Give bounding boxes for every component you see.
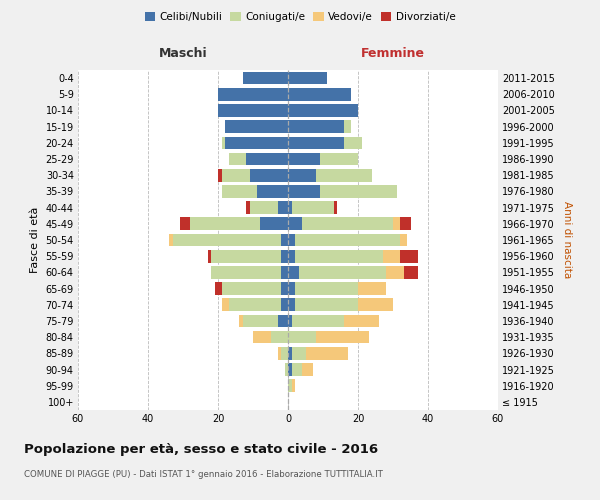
Bar — [316, 331, 368, 344]
Y-axis label: Fasce di età: Fasce di età — [30, 207, 40, 273]
Bar — [229, 152, 246, 166]
Bar — [292, 347, 305, 360]
Bar — [229, 298, 281, 311]
Bar — [250, 169, 288, 181]
Bar — [344, 136, 361, 149]
Bar — [292, 363, 302, 376]
Bar — [292, 380, 295, 392]
Bar — [218, 169, 221, 181]
Bar — [295, 250, 383, 262]
Bar — [246, 202, 250, 214]
Bar — [288, 218, 302, 230]
Bar — [218, 104, 288, 117]
Bar — [288, 298, 295, 311]
Bar — [221, 298, 229, 311]
Bar — [225, 136, 288, 149]
Bar — [288, 104, 358, 117]
Bar — [334, 202, 337, 214]
Legend: Celibi/Nubili, Coniugati/e, Vedovi/e, Divorziati/e: Celibi/Nubili, Coniugati/e, Vedovi/e, Di… — [140, 8, 460, 26]
Bar — [246, 152, 288, 166]
Bar — [400, 250, 418, 262]
Bar — [288, 363, 292, 376]
Bar — [295, 298, 358, 311]
Bar — [288, 314, 292, 328]
Bar — [358, 282, 386, 295]
Bar — [288, 282, 295, 295]
Bar — [400, 234, 407, 246]
Bar — [277, 202, 288, 214]
Bar — [215, 282, 221, 295]
Bar — [281, 347, 288, 360]
Bar — [190, 218, 260, 230]
Bar — [242, 72, 288, 85]
Bar — [288, 88, 351, 101]
Bar — [288, 331, 316, 344]
Bar — [302, 218, 393, 230]
Bar — [288, 266, 299, 278]
Bar — [242, 314, 277, 328]
Bar — [221, 282, 281, 295]
Bar — [169, 234, 173, 246]
Bar — [292, 314, 344, 328]
Bar — [404, 266, 418, 278]
Bar — [225, 120, 288, 133]
Bar — [393, 218, 400, 230]
Text: Maschi: Maschi — [158, 48, 208, 60]
Bar — [292, 202, 334, 214]
Bar — [316, 169, 372, 181]
Bar — [302, 363, 313, 376]
Y-axis label: Anni di nascita: Anni di nascita — [562, 202, 572, 278]
Bar — [320, 185, 397, 198]
Bar — [288, 234, 295, 246]
Bar — [288, 347, 292, 360]
Bar — [288, 185, 320, 198]
Bar — [221, 185, 257, 198]
Bar — [288, 380, 292, 392]
Bar — [288, 120, 344, 133]
Bar — [305, 347, 347, 360]
Bar — [221, 169, 250, 181]
Bar — [281, 266, 288, 278]
Bar — [344, 120, 351, 133]
Bar — [277, 347, 281, 360]
Bar — [208, 250, 211, 262]
Bar — [288, 202, 292, 214]
Bar — [281, 282, 288, 295]
Bar — [400, 218, 410, 230]
Bar — [239, 314, 242, 328]
Bar — [386, 266, 404, 278]
Bar — [281, 234, 288, 246]
Bar — [281, 250, 288, 262]
Bar — [288, 250, 295, 262]
Text: COMUNE DI PIAGGE (PU) - Dati ISTAT 1° gennaio 2016 - Elaborazione TUTTITALIA.IT: COMUNE DI PIAGGE (PU) - Dati ISTAT 1° ge… — [24, 470, 383, 479]
Bar — [288, 72, 326, 85]
Text: Popolazione per età, sesso e stato civile - 2016: Popolazione per età, sesso e stato civil… — [24, 442, 378, 456]
Bar — [211, 250, 281, 262]
Bar — [295, 282, 358, 295]
Bar — [288, 152, 320, 166]
Bar — [173, 234, 281, 246]
Bar — [288, 169, 316, 181]
Bar — [260, 218, 288, 230]
Bar — [284, 363, 288, 376]
Bar — [277, 314, 288, 328]
Bar — [295, 234, 400, 246]
Bar — [179, 218, 190, 230]
Bar — [288, 136, 344, 149]
Bar — [211, 266, 281, 278]
Bar — [383, 250, 400, 262]
Text: Femmine: Femmine — [361, 48, 425, 60]
Bar — [281, 298, 288, 311]
Bar — [299, 266, 386, 278]
Bar — [257, 185, 288, 198]
Bar — [344, 314, 379, 328]
Bar — [221, 136, 225, 149]
Bar — [358, 298, 393, 311]
Bar — [271, 331, 288, 344]
Bar — [253, 331, 271, 344]
Bar — [218, 88, 288, 101]
Bar — [250, 202, 277, 214]
Bar — [320, 152, 358, 166]
